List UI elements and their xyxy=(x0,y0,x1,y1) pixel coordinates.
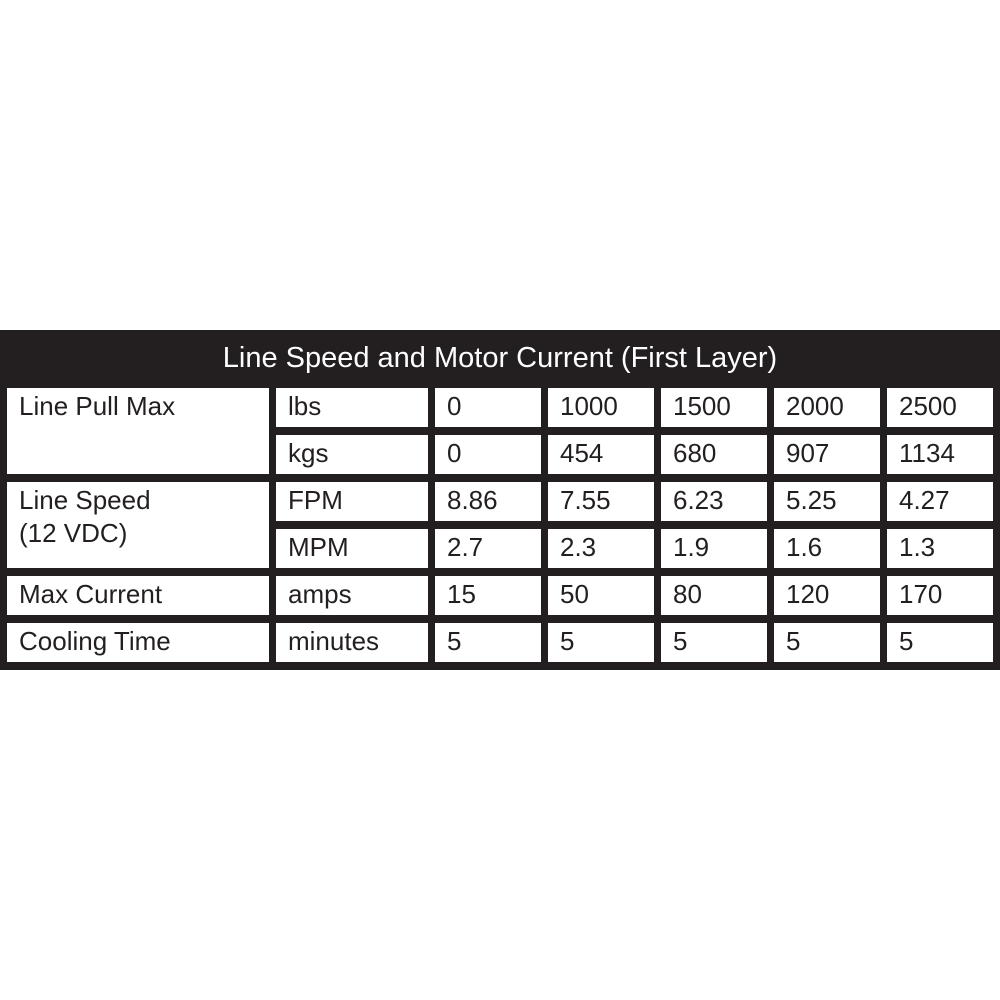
value-cell: 0 xyxy=(435,435,541,474)
value-cell: 680 xyxy=(661,435,767,474)
value-cell: 8.86 xyxy=(435,482,541,521)
value-cell: 120 xyxy=(774,576,880,615)
value-cell: 2000 xyxy=(774,388,880,427)
unit-cell-mpm: MPM xyxy=(276,529,428,568)
table-row-max-current: Max Current amps 15 50 80 120 170 xyxy=(7,576,993,615)
value-cell: 1500 xyxy=(661,388,767,427)
title-row: Line Speed and Motor Current (First Laye… xyxy=(7,338,993,380)
row-label-text: Cooling Time xyxy=(19,626,171,656)
unit-cell-amps: amps xyxy=(276,576,428,615)
unit-cell-kgs: kgs xyxy=(276,435,428,474)
unit-cell-fpm: FPM xyxy=(276,482,428,521)
value-cell: 1000 xyxy=(548,388,654,427)
row-label-text: (12 VDC) xyxy=(19,518,128,548)
value-cell: 2.7 xyxy=(435,529,541,568)
value-cell: 15 xyxy=(435,576,541,615)
value-cell: 170 xyxy=(887,576,993,615)
value-cell: 5 xyxy=(887,623,993,662)
spec-table-container: Line Speed and Motor Current (First Laye… xyxy=(0,330,1000,670)
value-cell: 5 xyxy=(774,623,880,662)
value-cell: 0 xyxy=(435,388,541,427)
value-cell: 2.3 xyxy=(548,529,654,568)
value-cell: 50 xyxy=(548,576,654,615)
table-row-kgs: kgs 0 454 680 907 1134 xyxy=(7,435,993,474)
value-cell: 1.6 xyxy=(774,529,880,568)
value-cell: 1.3 xyxy=(887,529,993,568)
row-label-text: Max Current xyxy=(19,579,163,609)
table-row-cooling-time: Cooling Time minutes 5 5 5 5 5 xyxy=(7,623,993,662)
value-cell: 1.9 xyxy=(661,529,767,568)
value-cell: 7.55 xyxy=(548,482,654,521)
unit-cell-lbs: lbs xyxy=(276,388,428,427)
table-row-mpm: MPM 2.7 2.3 1.9 1.6 1.3 xyxy=(7,529,993,568)
unit-cell-minutes: minutes xyxy=(276,623,428,662)
value-cell: 1134 xyxy=(887,435,993,474)
value-cell: 5 xyxy=(661,623,767,662)
row-label-line-pull-max: Line Pull Max xyxy=(7,388,269,474)
row-label-cooling-time: Cooling Time xyxy=(7,623,269,662)
spec-table: Line Speed and Motor Current (First Laye… xyxy=(0,330,1000,670)
value-cell: 2500 xyxy=(887,388,993,427)
value-cell: 5 xyxy=(548,623,654,662)
value-cell: 80 xyxy=(661,576,767,615)
row-label-text: Line Speed xyxy=(19,485,151,515)
row-label-line-speed: Line Speed (12 VDC) xyxy=(7,482,269,568)
table-row-fpm: Line Speed (12 VDC) FPM 8.86 7.55 6.23 5… xyxy=(7,482,993,568)
row-label-text: Line Pull Max xyxy=(19,391,176,421)
row-label-max-current: Max Current xyxy=(7,576,269,615)
table-title: Line Speed and Motor Current (First Laye… xyxy=(7,338,993,380)
value-cell: 5.25 xyxy=(774,482,880,521)
value-cell: 907 xyxy=(774,435,880,474)
value-cell: 6.23 xyxy=(661,482,767,521)
value-cell: 5 xyxy=(435,623,541,662)
value-cell: 4.27 xyxy=(887,482,993,521)
value-cell: 454 xyxy=(548,435,654,474)
table-row-lbs: Line Pull Max lbs 0 1000 1500 2000 2500 xyxy=(7,388,993,474)
